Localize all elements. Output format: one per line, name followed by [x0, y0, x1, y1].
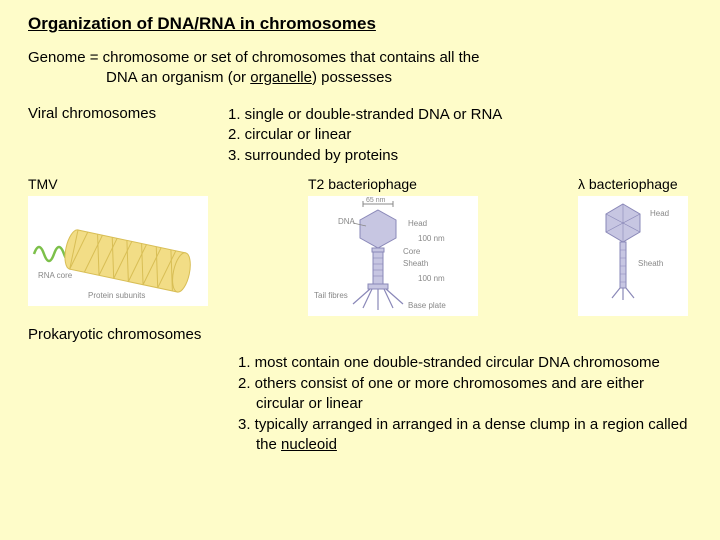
svg-text:Head: Head: [408, 219, 427, 228]
def-organelle: organelle: [250, 69, 312, 86]
def-line2-pre: DNA an organism (or: [106, 69, 250, 86]
lambda-label: λ bacteriophage: [578, 176, 688, 192]
lambda-diagram: Head Sheath: [578, 196, 688, 316]
prok-item-3: 3. typically arranged in arranged in a d…: [238, 415, 692, 454]
def-line1: Genome = chromosome or set of chromosome…: [28, 49, 479, 66]
svg-text:Sheath: Sheath: [403, 259, 428, 268]
prok-item-2: 2. others consist of one or more chromos…: [238, 374, 692, 413]
svg-text:100 nm: 100 nm: [418, 274, 445, 283]
prokaryotic-list: 1. most contain one double-stranded circ…: [238, 353, 692, 455]
genome-definition: Genome = chromosome or set of chromosome…: [28, 48, 692, 87]
example-tmv: TMV: [28, 176, 208, 306]
viral-section: Viral chromosomes 1. single or double-st…: [28, 105, 692, 166]
prok-item-1: 1. most contain one double-stranded circ…: [238, 353, 692, 373]
prokaryotic-label: Prokaryotic chromosomes: [28, 326, 692, 343]
svg-text:Protein subunits: Protein subunits: [88, 291, 145, 300]
t2-label: T2 bacteriophage: [308, 176, 478, 192]
svg-text:RNA core: RNA core: [38, 271, 73, 280]
t2-diagram: 65 nm Head DNA Sheath 100 nm 100 nm Core: [308, 196, 478, 316]
tmv-label: TMV: [28, 176, 208, 192]
tmv-diagram: RNA core Protein subunits: [28, 196, 208, 306]
svg-text:100 nm: 100 nm: [418, 234, 445, 243]
virus-examples: TMV: [28, 176, 692, 316]
svg-text:Head: Head: [650, 209, 669, 218]
svg-text:DNA: DNA: [338, 217, 356, 226]
svg-text:Sheath: Sheath: [638, 259, 663, 268]
viral-item-1: 1. single or double-stranded DNA or RNA: [228, 105, 692, 125]
viral-item-2: 2. circular or linear: [228, 125, 692, 145]
svg-text:Core: Core: [403, 247, 421, 256]
viral-label: Viral chromosomes: [28, 105, 228, 166]
svg-text:Base plate: Base plate: [408, 301, 446, 310]
viral-item-3: 3. surrounded by proteins: [228, 146, 692, 166]
page-title: Organization of DNA/RNA in chromosomes: [28, 14, 692, 34]
svg-text:Tail fibres: Tail fibres: [314, 291, 348, 300]
svg-text:65 nm: 65 nm: [366, 197, 386, 204]
example-t2: T2 bacteriophage 65 nm Head DNA: [308, 176, 478, 316]
example-lambda: λ bacteriophage Head Sheath: [578, 176, 688, 316]
def-line2-post: ) possesses: [312, 69, 392, 86]
